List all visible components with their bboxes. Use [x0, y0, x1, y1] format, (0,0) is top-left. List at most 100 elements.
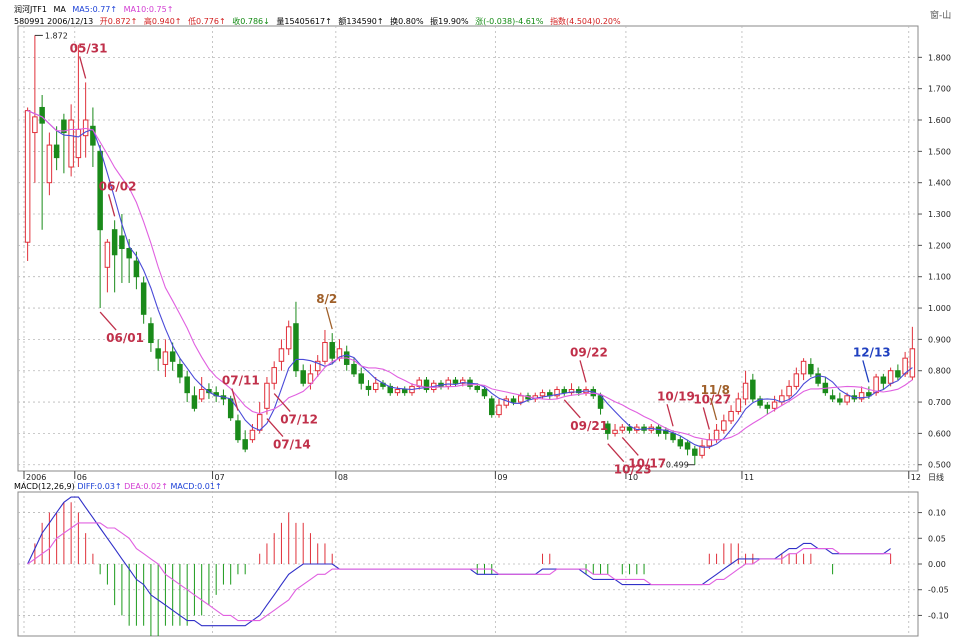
annotation-arrow: [621, 436, 639, 456]
candle-body: [800, 360, 807, 375]
candle-body: [866, 392, 872, 397]
candle-body: [518, 395, 524, 403]
low-value: 低0.776↑: [188, 17, 226, 26]
x-tick-label: 06: [77, 473, 87, 482]
header-line-2: 580991 2006/12/13 开0.872↑ 高0.940↑ 低0.776…: [14, 16, 914, 28]
annotation-arrow: [99, 311, 117, 331]
candle-body: [750, 379, 756, 400]
candle-body: [293, 323, 299, 372]
candle-body: [314, 360, 321, 372]
candle-body: [119, 235, 125, 249]
candle-body: [271, 367, 277, 384]
macd-legend-label: MACD(12,26,9): [14, 482, 75, 491]
ma10-line: [27, 110, 913, 441]
ma5-value: MA5:0.77↑: [72, 5, 118, 14]
annotation-label: 07/12: [280, 413, 318, 427]
candle-body: [155, 348, 161, 359]
candle-body: [322, 342, 328, 362]
annotation-label: 06/02: [99, 179, 137, 193]
macd-diff-line: [27, 496, 891, 627]
candle-body: [771, 401, 778, 409]
candle-body: [401, 389, 408, 394]
annotation-label: 11/8: [701, 383, 730, 397]
candle-body: [858, 392, 865, 400]
candle-body: [699, 445, 705, 456]
window-label: 窗-山: [930, 11, 952, 21]
candle-body: [793, 373, 800, 387]
macd-y-tick-label: -0.10: [928, 611, 949, 620]
candle-body: [169, 351, 176, 362]
candle-body: [126, 248, 132, 259]
candle-body: [358, 373, 364, 384]
macd-legend-dea: DEA:0.02↑: [124, 482, 168, 491]
chart-header: 润河JTF1 MA MA5:0.77↑ MA10:0.75↑ 580991 20…: [14, 4, 914, 28]
candle-body: [568, 389, 575, 394]
candle-body: [561, 389, 568, 394]
candle-body: [728, 410, 734, 422]
candle-body: [496, 404, 502, 416]
candle-body: [445, 379, 451, 387]
annotation-arrow: [273, 393, 291, 412]
candle-body: [706, 439, 713, 447]
main-y-tick-label: 0.600: [928, 429, 951, 438]
main-y-tick-label: 1.500: [928, 147, 951, 156]
candle-body: [684, 442, 691, 450]
candle-body: [815, 373, 821, 384]
main-plot-frame: [17, 25, 919, 472]
candle-body: [808, 363, 814, 375]
candle-body: [32, 116, 38, 134]
annotation-arrow: [231, 388, 239, 411]
ma10-value: MA10:0.75↑: [123, 5, 174, 14]
macd-y-tick-label: -0.05: [928, 586, 949, 595]
candle-body: [612, 429, 618, 434]
annotation-arrow: [702, 407, 710, 430]
candle-body: [844, 395, 850, 403]
open-value: 开0.872↑: [99, 17, 138, 26]
x-tick-label: 08: [338, 473, 348, 482]
candle-body: [198, 389, 205, 400]
candle-body: [510, 398, 517, 403]
candle-body: [242, 439, 248, 450]
candle-body: [140, 282, 147, 315]
macd-y-tick-label: 0.00: [928, 560, 946, 569]
candle-body: [452, 379, 459, 384]
annotation-arrow: [607, 443, 625, 463]
x-tick-label: 07: [215, 473, 225, 482]
x-tick-label: 10: [628, 473, 638, 482]
candle-body: [133, 260, 140, 278]
candle-body: [786, 385, 792, 397]
candle-body: [351, 363, 357, 375]
candle-body: [677, 439, 684, 447]
annotation-label: 10/23: [614, 463, 652, 477]
candle-body: [68, 119, 74, 168]
candle-body: [148, 323, 154, 344]
high-value: 高0.940↑: [143, 17, 182, 26]
candle-body: [264, 382, 270, 409]
annotation-arrow: [79, 56, 87, 79]
main-y-tick-label: 0.900: [928, 335, 951, 344]
candle-body: [670, 432, 676, 441]
candle-body: [285, 326, 292, 350]
candle-body: [278, 348, 285, 362]
x-end-label: 日线: [928, 472, 944, 482]
annotation-arrow: [108, 194, 116, 217]
annotation-label: 10/27: [693, 392, 731, 406]
index-value: 指数(4.504)0.20%: [550, 17, 621, 26]
candle-body: [39, 106, 45, 124]
candle-body: [909, 348, 916, 378]
main-y-tick-label: 1.000: [928, 304, 951, 313]
candle-body: [162, 351, 169, 365]
candle-body: [24, 110, 31, 243]
macd-legend-diff: DIFF:0.03↑: [77, 482, 122, 491]
candle-body: [605, 423, 611, 434]
candle-body: [619, 426, 626, 431]
amplitude-value: 振19.90%: [430, 17, 469, 26]
macd-dea-line: [27, 522, 891, 622]
main-y-tick-label: 1.400: [928, 179, 951, 188]
annotation-arrow: [563, 399, 581, 419]
annotation-label: 09/21: [570, 419, 608, 433]
annotation-arrow: [325, 306, 333, 330]
annotation-label: 05/31: [70, 41, 108, 55]
change-value: 涨(-0.038)-4.61%: [475, 17, 544, 26]
candle-body: [75, 128, 82, 159]
